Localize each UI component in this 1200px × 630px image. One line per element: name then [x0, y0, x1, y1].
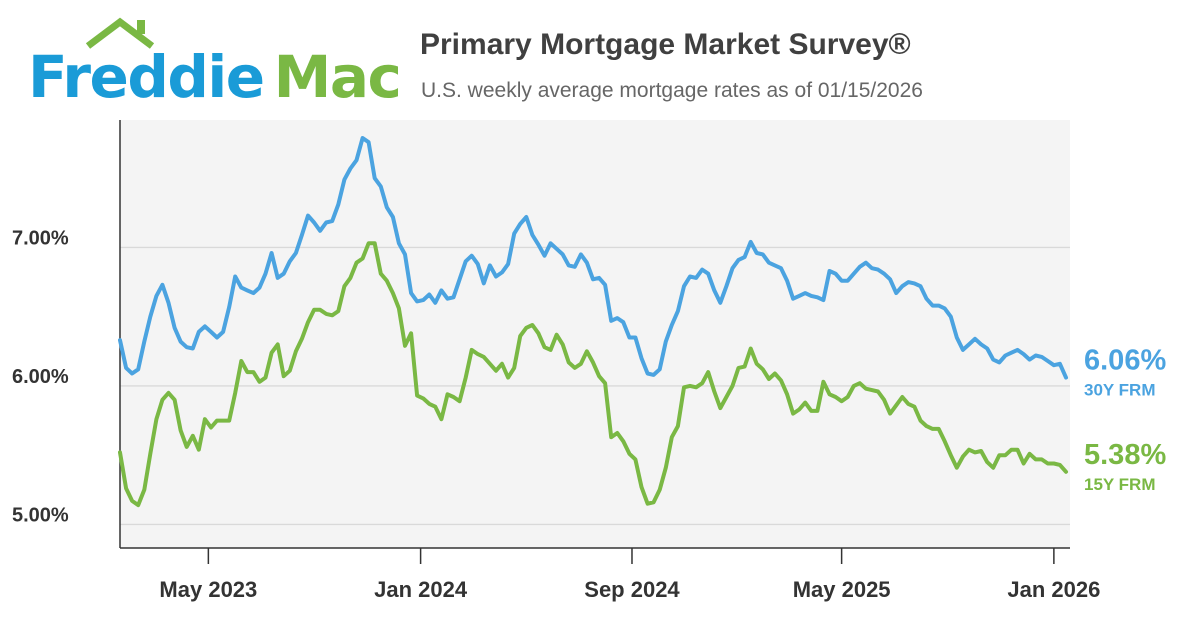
series-end-name: 30Y FRM	[1084, 381, 1156, 400]
series-end-value: 6.06%	[1084, 345, 1166, 377]
plot-background	[120, 120, 1070, 548]
series-line-30y-frm	[118, 136, 1068, 380]
x-tick-label: May 2023	[159, 577, 257, 602]
series-end-name: 15Y FRM	[1084, 475, 1156, 494]
x-tick-label: Sep 2024	[584, 577, 680, 602]
series-end-labels: 6.06% 30Y FRM 5.38% 15Y FRM	[1084, 345, 1166, 494]
freddie-mac-logo: Freddie Mac	[22, 16, 402, 110]
x-tick-label: Jan 2026	[1007, 577, 1100, 602]
y-axis-ticks: 5.00% 6.00% 7.00%	[12, 227, 69, 526]
gridlines	[120, 246, 1070, 526]
logo-wordmark: Freddie Mac	[28, 43, 402, 111]
y-tick-label: 6.00%	[12, 366, 69, 388]
series-lines	[118, 136, 1068, 508]
page-subtitle: U.S. weekly average mortgage rates as of…	[421, 79, 923, 102]
x-tick-label: May 2025	[793, 577, 891, 602]
logo-word-mac: Mac	[273, 43, 402, 111]
y-tick-label: 7.00%	[12, 227, 69, 249]
house-roof-icon	[85, 17, 155, 49]
x-tick-label: Jan 2024	[374, 577, 468, 602]
series-end-value: 5.38%	[1084, 439, 1166, 471]
x-axis-ticks: May 2023 Jan 2024 Sep 2024 May 2025 Jan 2026	[159, 548, 1100, 602]
page-title: Primary Mortgage Market Survey®	[420, 28, 911, 61]
y-tick-label: 5.00%	[12, 504, 69, 526]
logo-word-freddie: Freddie	[28, 43, 265, 111]
series-line-15y-frm	[118, 241, 1068, 508]
